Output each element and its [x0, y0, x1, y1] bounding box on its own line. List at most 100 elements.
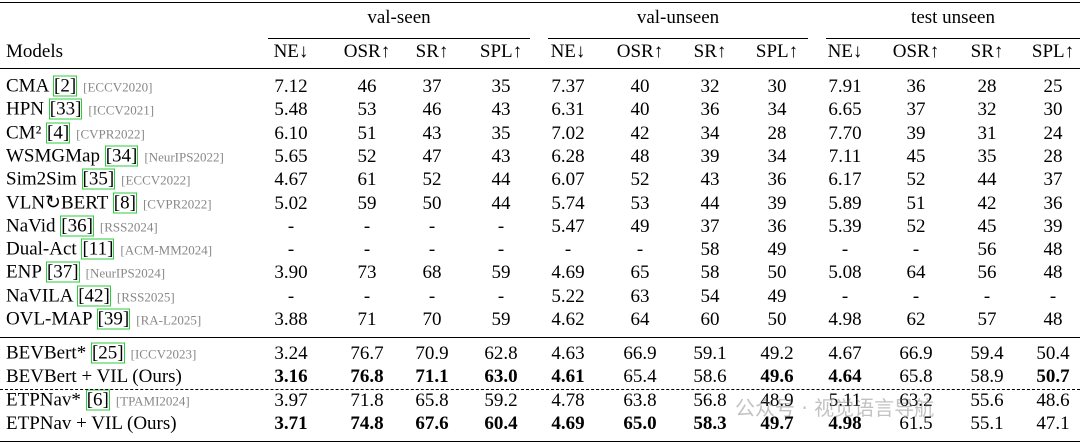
citation: [33] — [48, 98, 83, 120]
value-cell: 47 — [422, 145, 442, 167]
model-name: BEVBert* — [6, 342, 87, 364]
value-cell: 36 — [767, 169, 787, 191]
value-cell: - — [363, 239, 371, 261]
venue: [NeurIPS2024] — [85, 265, 166, 281]
model-name: Sim2Sim — [6, 168, 77, 190]
model-cell: CMA [2] [ECCV2020] — [6, 75, 153, 99]
value-cell: 4.78 — [551, 390, 585, 411]
header-models: Models — [6, 41, 63, 62]
value-cell: 7.11 — [828, 145, 862, 167]
value-cell: 32 — [977, 99, 997, 121]
value-cell: 7.37 — [551, 76, 585, 97]
value-cell: - — [428, 285, 436, 307]
value-cell: 59.1 — [693, 343, 727, 364]
value-cell: 71.8 — [350, 390, 384, 411]
rule — [548, 38, 808, 39]
column-header: SPL↑ — [479, 41, 523, 62]
value-cell: 4.69 — [551, 413, 585, 434]
value-cell: 5.65 — [274, 145, 308, 167]
value-cell: 49 — [767, 285, 787, 307]
value-cell: 59 — [357, 192, 377, 214]
model-name: VLN↻BERT — [6, 192, 109, 213]
value-cell: 74.8 — [350, 413, 384, 434]
value-cell: 65.8 — [899, 366, 933, 387]
value-cell: 48 — [1043, 262, 1063, 284]
value-cell: 49 — [630, 215, 650, 237]
citation: [6] — [85, 389, 110, 411]
venue: [NeurIPS2022] — [144, 149, 224, 165]
model-name: CMA — [6, 75, 49, 97]
model-cell: BEVBert + VIL (Ours) — [6, 366, 182, 388]
value-cell: 65.8 — [415, 390, 449, 411]
value-cell: 56 — [977, 239, 997, 261]
model-name: NaVid — [6, 215, 56, 237]
value-cell: 35 — [491, 122, 511, 144]
value-cell: - — [497, 215, 505, 237]
value-cell: - — [636, 239, 644, 261]
value-cell: 7.91 — [828, 76, 862, 97]
value-cell: - — [287, 285, 295, 307]
rule — [0, 337, 1080, 338]
value-cell: 5.08 — [828, 262, 862, 284]
model-name: ETPNav* — [6, 389, 81, 411]
value-cell: 36 — [906, 76, 926, 97]
value-cell: 49.2 — [760, 343, 794, 364]
value-cell: 35 — [491, 76, 511, 97]
value-cell: 4.64 — [828, 366, 862, 387]
value-cell: 59 — [491, 309, 511, 330]
value-cell: 52 — [422, 169, 442, 191]
model-cell: VLN↻BERT [8] [CVPR2022] — [6, 192, 212, 215]
value-cell: 39 — [906, 122, 926, 144]
model-name: NaVILA — [6, 285, 73, 307]
value-cell: 58 — [700, 239, 720, 261]
value-cell: 48.9 — [760, 390, 794, 411]
value-cell: - — [428, 215, 436, 237]
value-cell: 61 — [357, 169, 377, 191]
model-cell: OVL-MAP [39] [RA-L2025] — [6, 308, 201, 332]
column-header: SPL↑ — [1031, 41, 1075, 62]
group-header: val-seen — [367, 7, 431, 28]
value-cell: 44 — [491, 192, 511, 214]
column-header: SR↑ — [970, 41, 1004, 62]
value-cell: 34 — [767, 145, 787, 167]
venue: [RSS2024] — [99, 219, 158, 235]
column-header: NE↓ — [273, 41, 309, 62]
group-header: test unseen — [911, 7, 995, 28]
model-cell: ETPNav* [6] [TPAMI2024] — [6, 389, 190, 413]
value-cell: 25 — [1043, 76, 1063, 97]
value-cell: 46 — [357, 76, 377, 97]
venue: [ICCV2021] — [88, 102, 155, 118]
value-cell: 45 — [906, 145, 926, 167]
value-cell: 67.6 — [415, 413, 449, 434]
value-cell: 35 — [977, 145, 997, 167]
value-cell: 48 — [630, 145, 650, 167]
value-cell: 4.63 — [551, 343, 585, 364]
value-cell: 52 — [357, 145, 377, 167]
value-cell: 39 — [1043, 215, 1063, 237]
citation: [35] — [81, 168, 116, 190]
value-cell: 50 — [422, 192, 442, 214]
value-cell: 7.12 — [274, 76, 308, 97]
value-cell: 65 — [630, 262, 650, 284]
value-cell: 34 — [767, 99, 787, 121]
citation: [36] — [60, 215, 94, 237]
value-cell: 53 — [630, 192, 650, 214]
citation: [4] — [46, 122, 71, 144]
model-name: ENP — [6, 261, 42, 283]
value-cell: 32 — [700, 76, 720, 97]
value-cell: 58.6 — [693, 366, 727, 387]
value-cell: 61.5 — [899, 413, 933, 434]
value-cell: 6.10 — [274, 122, 308, 144]
value-cell: 60.4 — [484, 413, 518, 434]
column-header: OSR↑ — [343, 41, 391, 62]
venue: [RSS2025] — [116, 289, 175, 305]
value-cell: 43 — [700, 169, 720, 191]
value-cell: 3.16 — [274, 366, 308, 387]
value-cell: 3.90 — [274, 262, 308, 284]
value-cell: 6.28 — [551, 145, 585, 167]
value-cell: 6.31 — [551, 99, 585, 121]
value-cell: 49.6 — [760, 366, 794, 387]
value-cell: - — [841, 239, 849, 261]
value-cell: 6.17 — [828, 169, 862, 191]
value-cell: 58.3 — [693, 413, 727, 434]
